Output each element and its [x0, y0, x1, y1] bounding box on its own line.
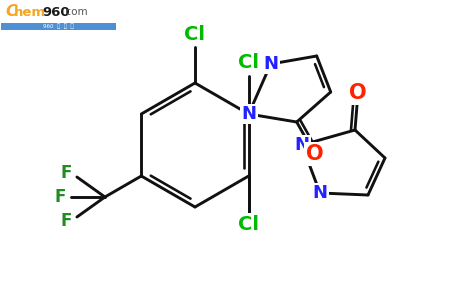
Text: .com: .com	[63, 7, 89, 17]
Text: 960: 960	[42, 6, 70, 18]
Text: N: N	[294, 136, 310, 154]
Text: Cl: Cl	[238, 54, 259, 72]
Text: N: N	[263, 55, 278, 73]
Text: F: F	[60, 212, 72, 230]
Text: N: N	[312, 184, 328, 202]
Bar	[1, 2, 116, 26]
Text: Cl: Cl	[184, 25, 206, 45]
Text: O: O	[306, 144, 324, 164]
Text: O: O	[349, 83, 367, 103]
Text: F: F	[60, 164, 72, 182]
Text: Cl: Cl	[238, 217, 259, 236]
Text: F: F	[54, 188, 65, 206]
Text: N: N	[241, 105, 256, 123]
Text: C: C	[5, 4, 17, 20]
Text: hem: hem	[14, 6, 46, 18]
Bar	[1, 23, 116, 30]
Text: Cl: Cl	[238, 214, 259, 234]
Text: 960  化  工  网: 960 化 工 网	[43, 24, 73, 29]
